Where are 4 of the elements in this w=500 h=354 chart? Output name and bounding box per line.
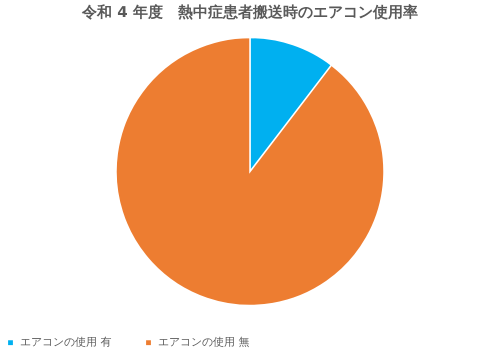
legend-label: エアコンの使用 無	[158, 336, 250, 349]
chart-title: 令和 4 年度 熱中症患者搬送時のエアコン使用率	[81, 3, 418, 21]
pie-slice	[115, 36, 385, 306]
legend-label: エアコンの使用 有	[20, 336, 112, 349]
